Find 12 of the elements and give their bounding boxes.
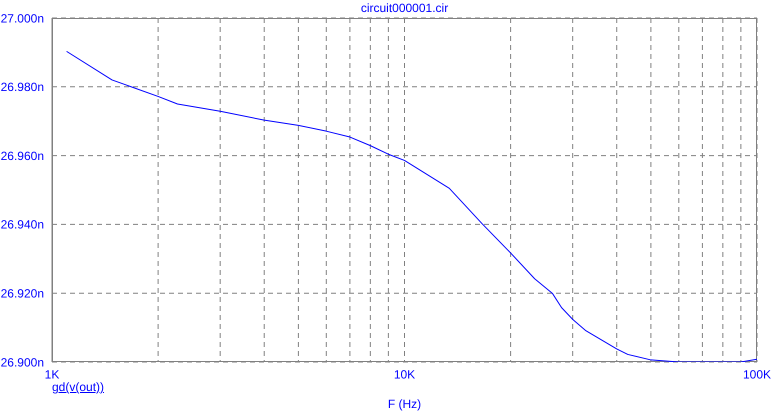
text: gd(v(out)): [52, 380, 104, 394]
y-tick-label: 26.920n: [0, 286, 44, 300]
y-tick-label: 26.940n: [0, 218, 44, 232]
x-tick-label: 10K: [394, 368, 416, 382]
chart-title: circuit000001.cir: [360, 1, 450, 15]
x-tick-label: 1K: [44, 368, 60, 382]
x-axis-title: F (Hz): [388, 397, 422, 411]
x-tick-label: 100K: [742, 368, 772, 382]
y-tick-label: 26.980n: [0, 80, 44, 94]
y-tick-label: 26.960n: [0, 148, 44, 163]
y-tick-label: 26.900n: [0, 355, 44, 370]
y-tick-label: 27.000n: [0, 11, 44, 26]
